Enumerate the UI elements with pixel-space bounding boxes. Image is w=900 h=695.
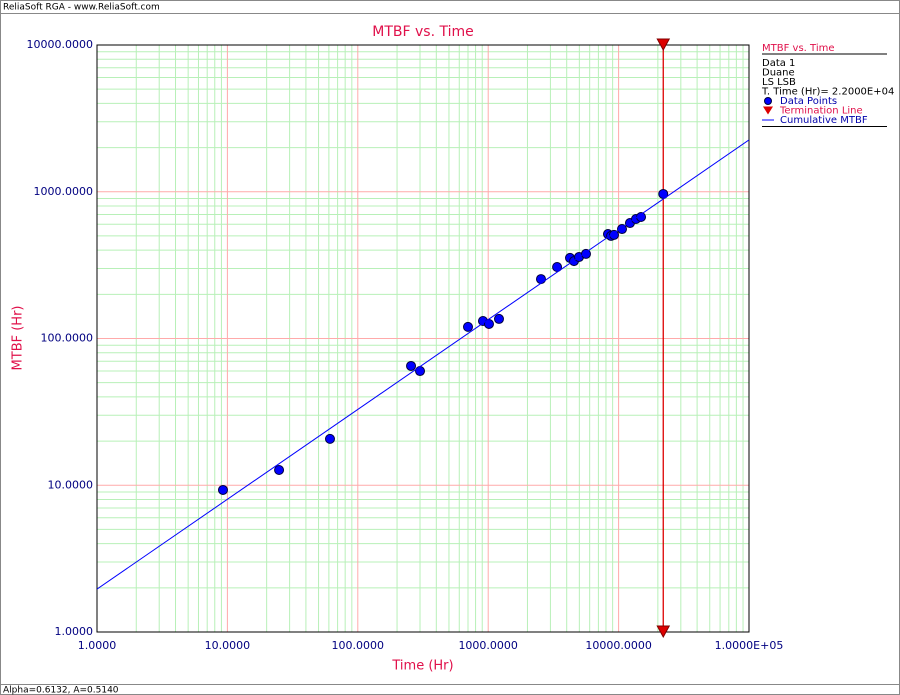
- legend-info: T. Time (Hr)= 2.2000E+04: [761, 87, 894, 98]
- legend-info: Duane: [762, 68, 795, 79]
- data-point: [463, 321, 474, 332]
- x-tick-label: 100.0000: [332, 639, 385, 652]
- data-point: [415, 366, 426, 377]
- legend-label: Termination Line: [779, 106, 863, 117]
- x-tick-label: 1000.0000: [458, 639, 518, 652]
- y-axis-label: MTBF (Hr): [11, 306, 26, 371]
- legend-marker: [764, 97, 772, 105]
- data-point: [274, 465, 285, 476]
- legend-info: LS LSB: [762, 77, 796, 88]
- plot-frame: [96, 44, 750, 633]
- y-tick-label: 1000.0000: [34, 185, 94, 198]
- legend-label: Cumulative MTBF: [780, 115, 868, 126]
- data-point: [535, 274, 546, 285]
- y-tick-label: 10.0000: [48, 478, 94, 491]
- termination-marker: [656, 625, 671, 639]
- data-point: [617, 224, 628, 235]
- x-tick-label: 1.0000E+05: [715, 639, 784, 652]
- data-point: [406, 360, 417, 371]
- data-point: [609, 229, 620, 240]
- footer: Alpha=0.6132, A=0.5140: [3, 686, 119, 695]
- legend-marker: [763, 106, 773, 115]
- legend-info: Data 1: [762, 58, 795, 69]
- data-point: [493, 313, 504, 324]
- chart-title: MTBF vs. Time: [372, 24, 473, 40]
- data-point: [324, 433, 335, 444]
- data-point: [552, 262, 563, 273]
- x-tick-label: 10000.0000: [585, 639, 651, 652]
- x-tick-label: 1.0000: [78, 639, 117, 652]
- x-tick-label: 10.0000: [205, 639, 251, 652]
- data-point: [580, 248, 591, 259]
- fit-line: [97, 139, 749, 590]
- x-axis-label: Time (Hr): [391, 659, 453, 674]
- legend-title: MTBF vs. Time: [762, 43, 835, 54]
- y-tick-label: 100.0000: [41, 332, 94, 345]
- y-tick-label: 1.0000: [55, 625, 94, 638]
- header: ReliaSoft RGA - www.ReliaSoft.com: [3, 3, 160, 13]
- y-tick-label: 10000.0000: [27, 38, 93, 51]
- termination-marker: [656, 38, 671, 52]
- data-point: [217, 484, 228, 495]
- legend-label: Data Points: [780, 96, 837, 107]
